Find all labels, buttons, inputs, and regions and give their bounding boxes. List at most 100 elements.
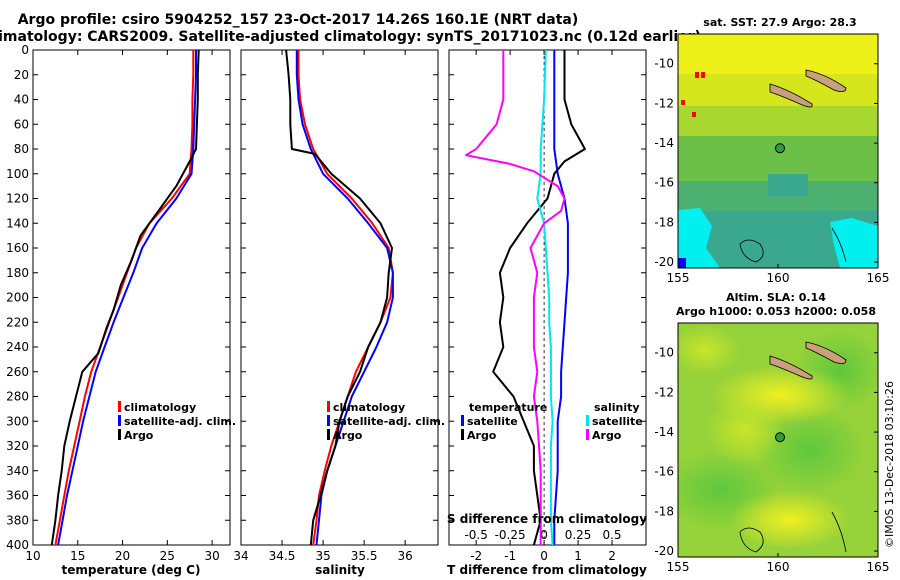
temperature-plot: 10 15 20 25 30020406080100120140160180200220… [6, 43, 230, 563]
legend-swatch-climatology [327, 401, 330, 412]
sla-high-blob [705, 395, 785, 465]
map-y-tick-label: -14 [654, 425, 674, 439]
sla-map-field [678, 323, 878, 557]
map-y-tick-label: -18 [654, 504, 674, 518]
y-tick-label: 40 [14, 93, 29, 107]
legend-swatch-argo [118, 429, 121, 440]
legend-label-argo: Argo [124, 429, 154, 442]
legend-title-salinity: salinity [594, 401, 640, 414]
map-y-tick-label: -12 [654, 96, 674, 110]
sst-band-cool [678, 136, 878, 181]
difference-xlabel: T difference from climatology [447, 563, 647, 577]
sst-missing-pixel [695, 72, 699, 78]
s-diff-tick-label: 0 [540, 528, 548, 542]
legend-label-climatology: climatology [124, 401, 196, 414]
legend-label-s-argo: Argo [592, 429, 622, 442]
series-line-temperature-satellite [553, 50, 569, 545]
x-tick-label: 30 [204, 549, 219, 563]
x-tick-label: 2 [608, 549, 616, 563]
y-tick-label: 20 [14, 68, 29, 82]
map-y-tick-label: -16 [654, 176, 674, 190]
sla-map-subtitle: Argo h1000: 0.053 h2000: 0.058 [676, 305, 876, 318]
y-tick-label: 280 [6, 390, 29, 404]
map-y-tick-label: -14 [654, 136, 674, 150]
map-x-tick-label: 160 [767, 560, 790, 574]
map-y-tick-label: -20 [654, 255, 674, 269]
y-tick-label: 360 [6, 489, 29, 503]
map-x-tick-label: 155 [667, 271, 690, 285]
sla-reef-contour-2 [831, 511, 847, 553]
series-line-salinity-argo [465, 50, 566, 545]
series-line-temperature-argo [492, 50, 586, 546]
y-tick-label: 160 [6, 241, 29, 255]
y-tick-label: 240 [6, 340, 29, 354]
y-tick-label: 340 [6, 464, 29, 478]
legend-label-satellite: satellite-adj. clim. [333, 415, 445, 428]
x-tick-label: 15 [70, 549, 85, 563]
y-tick-label: 0 [21, 43, 29, 57]
x-tick-label: 10 [25, 549, 40, 563]
s-difference-axis-label: S difference from climatology [447, 512, 647, 526]
sla-map-axes: 155 160 165 -10 -12 -14 -16 -18 -20 [654, 346, 889, 574]
y-tick-label: 380 [6, 513, 29, 527]
x-tick-label: 34.5 [269, 549, 296, 563]
y-tick-label: 120 [6, 192, 29, 206]
legend-label-t-argo: Argo [467, 429, 497, 442]
temperature-legend: climatology satellite-adj. clim. Argo [118, 401, 236, 442]
sst-island-solomon [769, 83, 813, 108]
s-diff-tick-label: -0.5 [464, 528, 487, 542]
difference-axes [448, 49, 647, 546]
sst-reef-contour-2 [831, 227, 847, 263]
s-diff-tick-label: -0.25 [495, 528, 526, 542]
y-tick-label: 200 [6, 291, 29, 305]
s-diff-tick-label: 0.5 [602, 528, 621, 542]
sst-missing-pixel [681, 100, 685, 105]
y-tick-label: 300 [6, 414, 29, 428]
series-line-salinity-satellite [536, 49, 554, 546]
y-tick-label: 220 [6, 315, 29, 329]
difference-legend: temperature satellite Argo salinity sate… [461, 401, 643, 442]
y-tick-label: 140 [6, 216, 29, 230]
map-y-tick-label: -10 [654, 346, 674, 360]
sst-island-solomon-2 [805, 69, 847, 92]
map-x-tick-label: 155 [667, 560, 690, 574]
sst-argo-position-marker [775, 143, 785, 154]
legend-swatch-climatology [118, 401, 121, 412]
salinity-axes [240, 49, 439, 546]
sst-cold-patch [768, 174, 808, 196]
legend-title-temperature: temperature [469, 401, 547, 414]
y-tick-label: 60 [14, 117, 29, 131]
legend-swatch-t-satellite [461, 415, 464, 426]
sst-map-field [678, 34, 878, 268]
title-line-1: Argo profile: csiro 5904252_157 23-Oct-2… [18, 12, 579, 28]
x-tick-label: 36 [398, 549, 413, 563]
y-tick-label: 180 [6, 266, 29, 280]
legend-label-s-satellite: satellite [592, 415, 643, 428]
sst-reef-contour [739, 239, 764, 263]
y-tick-label: 100 [6, 167, 29, 181]
sst-missing-pixel [701, 72, 705, 78]
legend-label-argo: Argo [333, 429, 363, 442]
map-y-tick-label: -12 [654, 385, 674, 399]
salinity-xlabel: salinity [315, 563, 365, 577]
difference-plot: -2 -1 0 1 2 -0.5 -0.25 0 0.25 0.5 [449, 49, 646, 563]
legend-swatch-s-satellite [586, 415, 589, 426]
series-line-climatology [297, 50, 394, 546]
legend-swatch-s-argo [586, 429, 589, 440]
map-y-tick-label: -16 [654, 465, 674, 479]
map-y-tick-label: -20 [654, 544, 674, 558]
series-line-satellite-adj-clim [57, 50, 197, 546]
map-y-tick-label: -10 [654, 57, 674, 71]
legend-label-t-satellite: satellite [467, 415, 518, 428]
temperature-xlabel: temperature (deg C) [62, 563, 201, 577]
sla-island-solomon-2 [805, 341, 847, 364]
sst-map-title: sat. SST: 27.9 Argo: 28.3 [703, 16, 856, 29]
watermark: ©IMOS 13-Dec-2018 03:10:26 [883, 381, 896, 548]
legend-swatch-t-argo [461, 429, 464, 440]
sst-map-axes: 155 160 165 -10 -12 -14 -16 -18 -20 [654, 57, 889, 285]
x-tick-label: -1 [504, 549, 516, 563]
sst-missing-pixel [692, 112, 696, 117]
salinity-plot: 34 34.5 35 35.5 36 [233, 49, 438, 563]
legend-label-climatology: climatology [333, 401, 405, 414]
